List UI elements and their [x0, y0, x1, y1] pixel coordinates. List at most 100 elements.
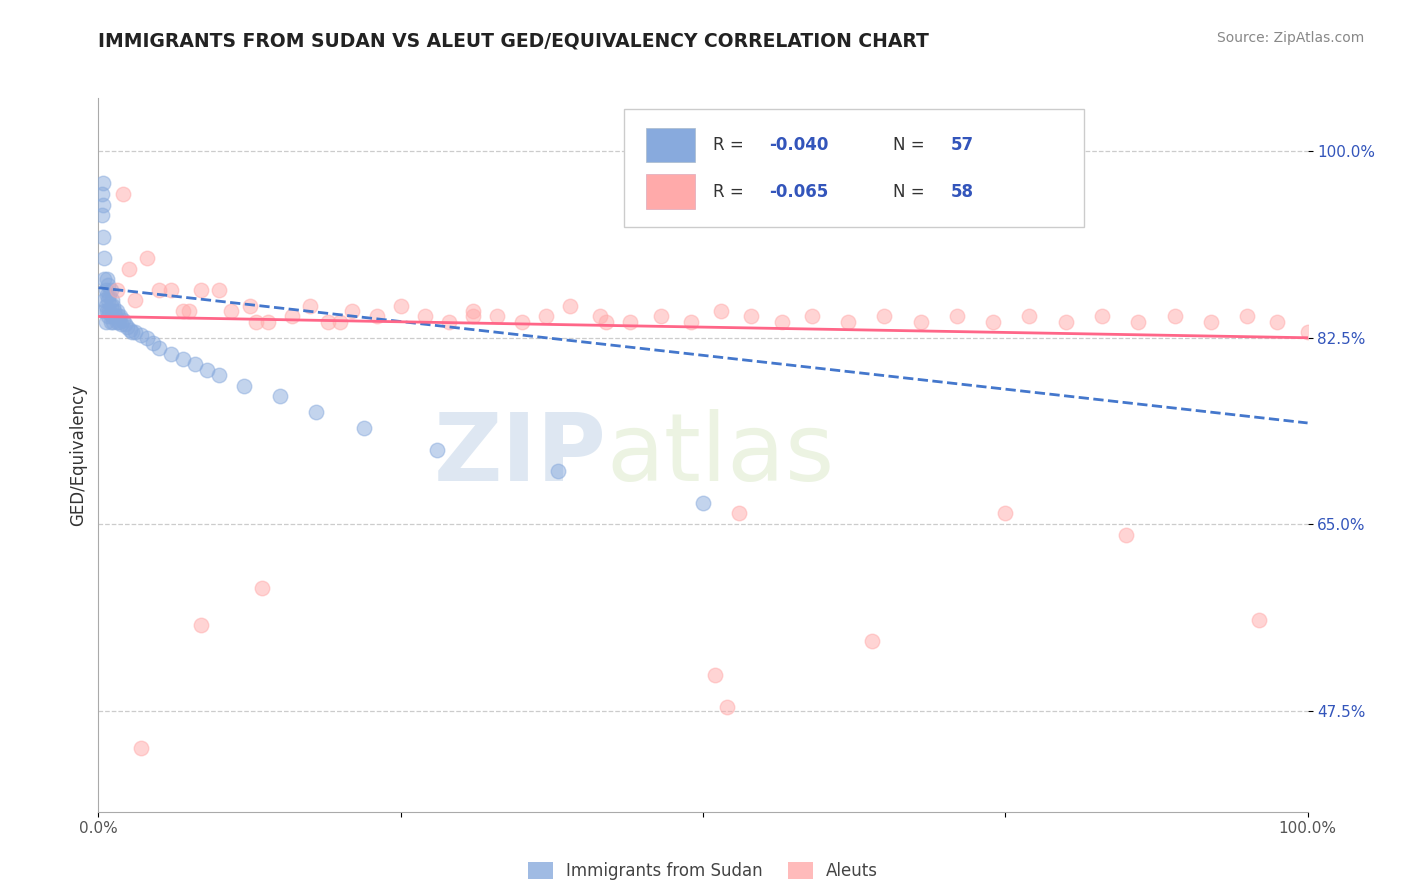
Point: [510, 315, 533, 329]
Point: [96, 288, 118, 302]
Point: [129, 327, 152, 342]
Point: [728, 507, 751, 521]
Point: [1054, 315, 1077, 329]
Point: [100, 283, 122, 297]
Point: [221, 304, 243, 318]
Point: [534, 310, 557, 324]
Point: [679, 315, 702, 329]
Text: IMMIGRANTS FROM SUDAN VS ALEUT GED/EQUIVALENCY CORRELATION CHART: IMMIGRANTS FROM SUDAN VS ALEUT GED/EQUIV…: [98, 31, 929, 50]
Point: [426, 442, 449, 457]
Point: [100, 315, 122, 329]
Point: [93, 304, 115, 318]
Point: [595, 315, 617, 329]
Point: [111, 186, 134, 201]
Point: [316, 315, 339, 329]
Point: [208, 368, 231, 382]
Point: [96, 304, 118, 318]
Point: [463, 304, 485, 318]
Point: [770, 315, 793, 329]
Point: [1018, 310, 1040, 324]
Bar: [647, 128, 695, 162]
Point: [1163, 310, 1185, 324]
Point: [190, 618, 212, 632]
Point: [91, 197, 114, 211]
Point: [124, 293, 146, 308]
Text: Source: ZipAtlas.com: Source: ZipAtlas.com: [1216, 31, 1364, 45]
Point: [91, 229, 114, 244]
Point: [114, 317, 136, 331]
Point: [1249, 613, 1271, 627]
Point: [558, 299, 581, 313]
Point: [740, 310, 762, 324]
Point: [860, 634, 883, 648]
Point: [873, 310, 896, 324]
Point: [94, 299, 117, 313]
Point: [463, 310, 485, 324]
Point: [98, 304, 121, 318]
FancyBboxPatch shape: [624, 109, 1084, 227]
Text: R =: R =: [713, 136, 748, 154]
Point: [366, 310, 388, 324]
Point: [589, 310, 612, 324]
Point: [121, 326, 143, 340]
Point: [704, 668, 727, 682]
Point: [389, 299, 412, 313]
Legend: Immigrants from Sudan, Aleuts: Immigrants from Sudan, Aleuts: [523, 857, 883, 886]
Point: [232, 378, 254, 392]
Point: [111, 312, 134, 326]
Point: [1128, 315, 1150, 329]
Point: [981, 315, 1004, 329]
Point: [124, 326, 146, 340]
Point: [619, 315, 641, 329]
Point: [108, 315, 131, 329]
Point: [281, 310, 304, 324]
Point: [91, 177, 114, 191]
Point: [353, 421, 375, 435]
Y-axis label: GED/Equivalency: GED/Equivalency: [69, 384, 87, 526]
Point: [245, 315, 267, 329]
Point: [329, 315, 352, 329]
Point: [716, 700, 738, 714]
Point: [110, 317, 132, 331]
Point: [177, 304, 201, 318]
Point: [305, 405, 328, 419]
Point: [1091, 310, 1114, 324]
Point: [142, 336, 165, 351]
Point: [208, 283, 231, 297]
Text: 58: 58: [950, 183, 974, 201]
Point: [710, 304, 733, 318]
Point: [1199, 315, 1222, 329]
Point: [413, 310, 436, 324]
Bar: [647, 175, 695, 209]
Point: [342, 304, 364, 318]
Point: [994, 507, 1017, 521]
Point: [118, 261, 141, 276]
Text: R =: R =: [713, 183, 748, 201]
Point: [97, 310, 120, 324]
Point: [91, 186, 114, 201]
Point: [184, 358, 207, 372]
Point: [190, 283, 212, 297]
Point: [97, 293, 120, 308]
Text: ZIP: ZIP: [433, 409, 606, 501]
Point: [100, 293, 122, 308]
Point: [94, 315, 117, 329]
Point: [108, 310, 131, 324]
Point: [239, 299, 262, 313]
Point: [298, 299, 321, 313]
Point: [103, 304, 125, 318]
Point: [172, 352, 194, 367]
Point: [256, 315, 278, 329]
Point: [135, 251, 157, 265]
Point: [250, 581, 273, 595]
Point: [910, 315, 932, 329]
Point: [837, 315, 859, 329]
Text: 57: 57: [950, 136, 974, 154]
Point: [101, 299, 124, 313]
Text: N =: N =: [893, 136, 929, 154]
Point: [148, 283, 170, 297]
Point: [105, 283, 128, 297]
Point: [118, 323, 141, 337]
Point: [93, 272, 115, 286]
Text: -0.040: -0.040: [769, 136, 830, 154]
